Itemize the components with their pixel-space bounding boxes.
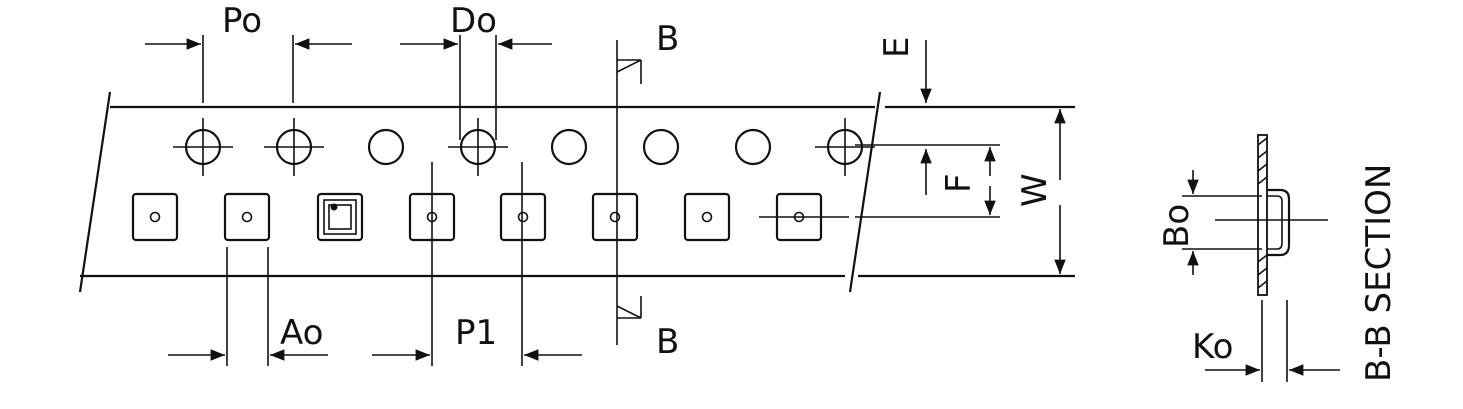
po-label: Po (222, 1, 262, 41)
e-label: E (877, 37, 917, 58)
do-dimension: Do (400, 1, 552, 140)
component-pockets (131, 192, 849, 242)
b-top-label: B (656, 19, 679, 59)
ao-dimension: Ao (168, 247, 328, 366)
ko-label: Ko (1192, 327, 1233, 367)
sprocket-hole (734, 128, 772, 166)
component-pocket (316, 192, 364, 242)
sprocket-hole (550, 128, 588, 166)
component-pocket (223, 192, 271, 242)
bb-cross-section: Bo Ko B-B SECTION (1157, 134, 1399, 382)
component-pocket (683, 192, 731, 242)
sprocket-hole (173, 118, 233, 176)
e-dimension: E (877, 37, 932, 195)
f-label: F (939, 173, 979, 193)
sprocket-holes (173, 118, 875, 176)
f-dimension: F (855, 144, 1000, 218)
sprocket-hole (264, 118, 324, 176)
p1-label: P1 (455, 313, 497, 353)
bo-label: Bo (1157, 204, 1197, 248)
sprocket-hole (815, 118, 875, 176)
w-dimension: W (1015, 109, 1066, 274)
sprocket-hole (642, 128, 680, 166)
tape-body (78, 91, 1075, 293)
po-dimension: Po (145, 1, 352, 103)
section-title: B-B SECTION (1359, 164, 1399, 382)
component-pocket (759, 192, 849, 242)
w-label: W (1015, 173, 1055, 207)
component-pocket (131, 192, 179, 242)
b-bottom-label: B (656, 322, 679, 362)
section-cut-line: B B (616, 19, 679, 362)
component-pocket (591, 192, 639, 242)
sprocket-hole (367, 128, 405, 166)
component-pocket (499, 192, 547, 242)
do-label: Do (450, 1, 497, 41)
sprocket-hole (448, 118, 508, 176)
p1-dimension: P1 (372, 162, 582, 366)
ao-label: Ao (280, 313, 323, 353)
